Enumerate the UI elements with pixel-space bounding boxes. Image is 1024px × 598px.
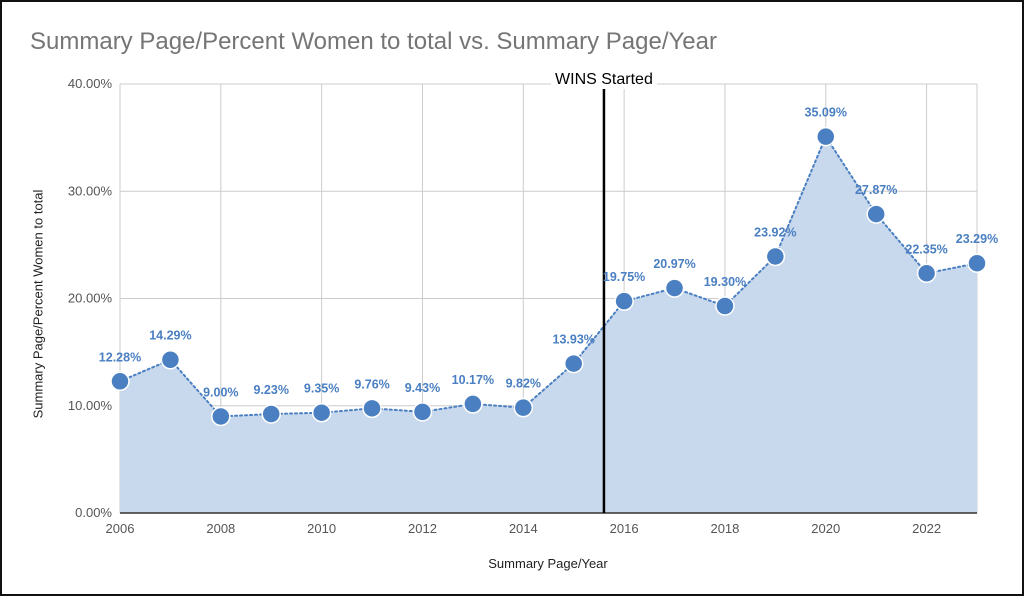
data-point xyxy=(664,278,685,298)
data-label: 35.09% xyxy=(805,106,847,120)
chart-title: Summary Page/Percent Women to total vs. … xyxy=(30,28,717,55)
x-tick-label: 2006 xyxy=(106,521,135,536)
data-point xyxy=(311,402,332,423)
data-label: 22.35% xyxy=(905,242,947,256)
x-tick-label: 2012 xyxy=(408,521,437,536)
data-label: 23.92% xyxy=(754,225,796,239)
data-label: 19.30% xyxy=(704,275,746,289)
y-tick-label: 0.00% xyxy=(75,505,112,520)
data-label: 23.29% xyxy=(956,232,998,246)
data-point xyxy=(160,349,181,370)
data-point xyxy=(916,263,937,284)
data-label: 27.87% xyxy=(855,183,897,197)
data-label: 19.75% xyxy=(603,270,645,284)
data-label: 13.93% xyxy=(553,333,595,347)
data-point xyxy=(412,402,433,422)
y-tick-label: 20.00% xyxy=(68,291,113,306)
x-tick-label: 2008 xyxy=(206,521,235,536)
data-point xyxy=(211,406,231,427)
x-tick-label: 2020 xyxy=(811,521,840,536)
data-label: 20.97% xyxy=(653,257,695,271)
annotation-label: WINS Started xyxy=(555,71,653,88)
data-point xyxy=(614,291,634,311)
data-point xyxy=(261,404,281,424)
data-point xyxy=(110,371,130,392)
x-axis-label: Summary Page/Year xyxy=(488,556,608,571)
y-tick-label: 10.00% xyxy=(68,398,113,413)
data-label: 12.28% xyxy=(99,350,141,364)
data-point xyxy=(816,126,836,147)
data-point xyxy=(866,204,886,224)
data-point xyxy=(362,398,382,419)
data-label: 10.17% xyxy=(452,373,494,387)
x-tick-label: 2014 xyxy=(509,521,538,536)
y-tick-label: 40.00% xyxy=(68,76,113,91)
x-tick-label: 2016 xyxy=(610,521,639,536)
data-label: 9.82% xyxy=(506,377,541,391)
data-point xyxy=(715,296,735,316)
data-point xyxy=(563,353,584,374)
data-point xyxy=(765,246,786,267)
x-tick-label: 2018 xyxy=(710,521,739,536)
data-label: 9.43% xyxy=(405,381,440,395)
data-label: 9.76% xyxy=(354,377,389,391)
data-label: 9.23% xyxy=(254,383,289,397)
x-tick-label: 2010 xyxy=(307,521,336,536)
data-label: 9.00% xyxy=(203,385,238,399)
data-point xyxy=(463,394,483,414)
data-label: 14.29% xyxy=(149,329,191,343)
annotation-label-background xyxy=(551,70,657,89)
y-tick-label: 30.00% xyxy=(68,183,113,198)
x-tick-label: 2022 xyxy=(912,521,941,536)
data-label: 9.35% xyxy=(304,382,339,396)
data-point xyxy=(513,397,534,418)
series-area xyxy=(120,136,977,514)
data-point xyxy=(967,253,987,273)
